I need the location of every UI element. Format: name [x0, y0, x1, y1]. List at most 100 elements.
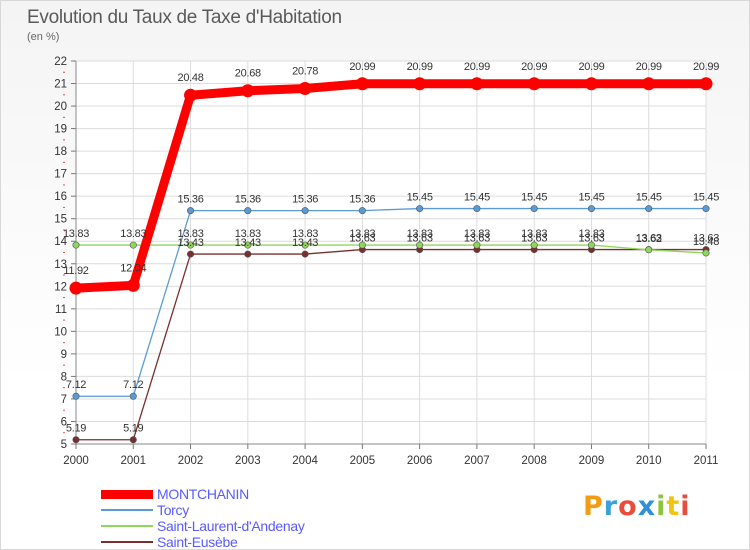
data-point-saint-laurent-d-andenay	[187, 241, 195, 249]
data-label-montchanin: 20.99	[521, 61, 547, 73]
y-tick-label: 19	[54, 124, 67, 136]
data-label-montchanin: 20.99	[578, 61, 604, 73]
x-tick-label: 2002	[178, 455, 204, 467]
logo-letter: i	[680, 491, 691, 522]
data-point-saint-eus-be	[187, 250, 195, 258]
series-line-saint-laurent-d-andenay	[75, 244, 707, 254]
data-label-saint-laurent-d-andenay: 13.48	[693, 236, 719, 248]
data-point-montchanin	[699, 77, 713, 91]
y-tick-label: 14	[54, 236, 67, 248]
grid-layer	[75, 60, 707, 445]
data-point-torcy	[72, 392, 80, 400]
data-label-torcy: 15.45	[521, 192, 547, 204]
data-label-saint-laurent-d-andenay: 13.62	[636, 233, 662, 245]
logo-letter: o	[618, 491, 638, 522]
y-tick-label: 8	[61, 371, 67, 383]
data-label-montchanin: 12.04	[120, 262, 146, 274]
logo-letter: r	[603, 491, 619, 522]
series-line-saint-eus-be	[75, 248, 707, 441]
data-point-montchanin	[184, 88, 198, 102]
data-label-saint-eus-be: 5.19	[66, 423, 86, 435]
data-label-saint-eus-be: 13.43	[235, 237, 261, 249]
data-label-saint-eus-be: 13.43	[178, 237, 204, 249]
data-label-saint-eus-be: 13.63	[693, 233, 719, 245]
data-point-torcy	[645, 205, 653, 213]
data-point-montchanin	[413, 77, 427, 91]
x-tick-label: 2001	[120, 455, 146, 467]
logo-letter: P	[583, 491, 604, 522]
data-label-torcy: 15.36	[178, 194, 204, 206]
legend-swatch	[101, 541, 153, 543]
data-point-montchanin	[69, 281, 83, 295]
y-tick-label: 7	[61, 394, 67, 406]
data-label-torcy: 15.45	[407, 192, 433, 204]
y-tick-label: 10	[54, 326, 67, 338]
data-label-saint-laurent-d-andenay: 13.83	[120, 228, 146, 240]
data-point-saint-eus-be	[129, 436, 137, 444]
x-tick-label: 2000	[63, 455, 89, 467]
data-label-montchanin: 20.48	[178, 72, 204, 84]
data-point-torcy	[244, 207, 252, 215]
data-label-saint-eus-be: 13.63	[407, 233, 433, 245]
x-tick-label: 2011	[694, 455, 719, 467]
data-label-torcy: 7.12	[123, 379, 143, 391]
legend-label: Saint-Eusèbe	[157, 534, 238, 550]
data-labels-layer: 11.92 12.04 20.48 20.68 20.78 20.99 20.99 20.99…	[63, 61, 720, 435]
legend-swatch	[101, 509, 153, 511]
logo-letter: t	[666, 491, 681, 522]
y-tick-label: 15	[54, 214, 67, 226]
data-label-saint-eus-be: 13.63	[636, 233, 662, 245]
axes-layer: 5 6 7 8 9 10 11 12 13 14 15 16 17 18 19 20 21 22 2000 2001 2…	[54, 56, 718, 467]
data-point-saint-laurent-d-andenay	[72, 241, 80, 249]
chart-subtitle: (en %)	[27, 31, 60, 43]
data-label-montchanin: 20.99	[636, 61, 662, 73]
logo-letter: x	[637, 491, 657, 522]
data-label-torcy: 15.36	[235, 194, 261, 206]
data-point-saint-laurent-d-andenay	[587, 241, 595, 249]
data-label-montchanin: 20.99	[349, 61, 375, 73]
data-point-saint-laurent-d-andenay	[358, 241, 366, 249]
data-label-saint-laurent-d-andenay: 13.83	[63, 228, 89, 240]
x-tick-label: 2007	[464, 455, 490, 467]
data-point-saint-eus-be	[244, 250, 252, 258]
data-label-torcy: 15.36	[349, 194, 375, 206]
data-label-saint-laurent-d-andenay: 13.83	[292, 228, 318, 240]
data-point-torcy	[187, 207, 195, 215]
data-label-saint-laurent-d-andenay: 13.83	[578, 228, 604, 240]
data-label-saint-laurent-d-andenay: 13.83	[464, 228, 490, 240]
plot-area	[76, 61, 706, 444]
x-tick-label: 2005	[350, 455, 376, 467]
data-point-saint-laurent-d-andenay	[129, 241, 137, 249]
data-label-montchanin: 20.99	[407, 61, 433, 73]
y-tick-label: 18	[54, 146, 67, 158]
y-tick-label: 11	[55, 304, 67, 316]
data-point-saint-laurent-d-andenay	[473, 241, 481, 249]
x-tick-label: 2006	[407, 455, 433, 467]
y-tick-label: 12	[54, 281, 67, 293]
legend-label: MONTCHANIN	[157, 486, 249, 502]
data-label-torcy: 15.45	[693, 192, 719, 204]
x-tick-label: 2004	[292, 455, 318, 467]
legend-swatch	[101, 489, 153, 499]
x-tick-label: 2009	[579, 455, 605, 467]
y-tick-label: 20	[54, 101, 67, 113]
data-point-saint-eus-be	[72, 436, 80, 444]
y-tick-label: 9	[61, 349, 67, 361]
data-label-saint-eus-be: 13.63	[349, 233, 375, 245]
data-label-saint-laurent-d-andenay: 13.83	[235, 228, 261, 240]
data-point-montchanin	[584, 77, 598, 91]
data-label-montchanin: 20.99	[693, 61, 719, 73]
data-label-saint-eus-be: 13.63	[464, 233, 490, 245]
y-tick-label: 6	[61, 416, 67, 428]
data-point-montchanin	[126, 278, 140, 292]
series-line-torcy	[75, 207, 707, 397]
proxiti-logo: Proxiti	[583, 491, 691, 522]
data-label-montchanin: 20.68	[235, 68, 261, 80]
series-line-montchanin	[71, 79, 711, 293]
data-point-torcy	[358, 207, 366, 215]
data-label-torcy: 7.12	[66, 379, 86, 391]
logo-letter: i	[656, 491, 667, 522]
data-label-torcy: 15.45	[578, 192, 604, 204]
data-label-saint-eus-be: 13.43	[292, 237, 318, 249]
